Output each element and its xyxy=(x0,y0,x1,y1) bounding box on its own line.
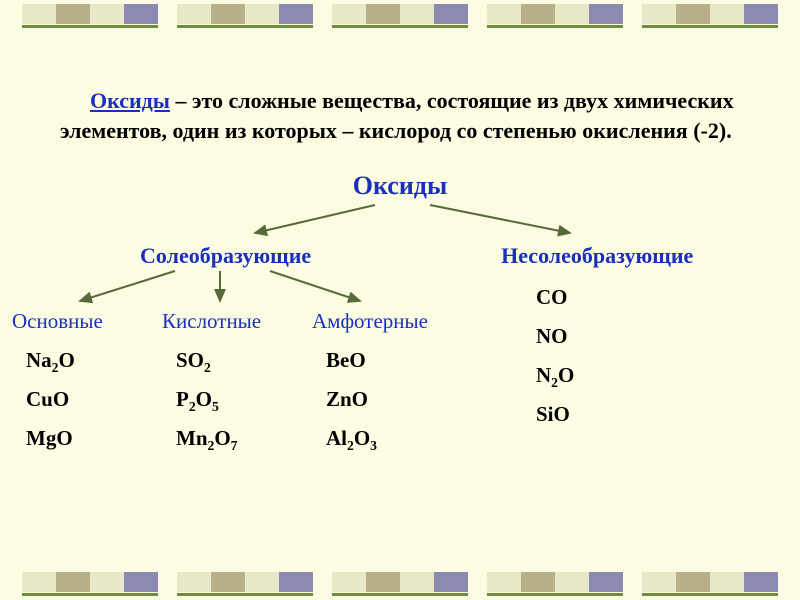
subcat-basic: Основные Na2O CuO MgO xyxy=(12,309,162,465)
basic-examples: Na2O CuO MgO xyxy=(12,348,162,451)
subcat-amphoteric: Амфотерные BeO ZnO Al2O3 xyxy=(312,309,492,465)
non-salt-examples: CO NO N2O SiO xyxy=(522,271,574,465)
formula: BeO xyxy=(326,348,492,373)
term-oxides: Оксиды xyxy=(90,88,170,113)
category-non-salt-forming: Несолеобразующие xyxy=(501,243,693,269)
level2-row: Основные Na2O CuO MgO Кислотные SO2 P2O5… xyxy=(40,309,760,465)
formula: P2O5 xyxy=(176,387,312,412)
diagram-root: Оксиды xyxy=(40,171,760,201)
slide-content: Оксиды – это сложные вещества, состоящие… xyxy=(0,28,800,465)
classification-diagram: Оксиды Солеобразующие Несолеобразующие О… xyxy=(40,171,760,465)
subcat-acidic: Кислотные SO2 P2O5 Mn2O7 xyxy=(162,309,312,465)
subcat-acidic-label: Кислотные xyxy=(162,309,312,334)
subcat-basic-label: Основные xyxy=(12,309,162,334)
formula: CO xyxy=(536,285,574,310)
formula: CuO xyxy=(26,387,162,412)
formula: MgO xyxy=(26,426,162,451)
subcat-amphoteric-label: Амфотерные xyxy=(312,309,492,334)
definition-paragraph: Оксиды – это сложные вещества, состоящие… xyxy=(40,86,760,145)
formula: NO xyxy=(536,324,574,349)
acidic-examples: SO2 P2O5 Mn2O7 xyxy=(162,348,312,451)
top-decorative-border xyxy=(0,0,800,28)
level1-row: Солеобразующие Несолеобразующие xyxy=(40,243,760,269)
formula: Na2O xyxy=(26,348,162,373)
formula: N2O xyxy=(536,363,574,388)
formula: SiO xyxy=(536,402,574,427)
formula: Al2O3 xyxy=(326,426,492,451)
formula: Mn2O7 xyxy=(176,426,312,451)
amphoteric-examples: BeO ZnO Al2O3 xyxy=(312,348,492,451)
formula: SO2 xyxy=(176,348,312,373)
formula: ZnO xyxy=(326,387,492,412)
category-salt-forming: Солеобразующие xyxy=(140,243,311,269)
bottom-decorative-border xyxy=(0,568,800,596)
